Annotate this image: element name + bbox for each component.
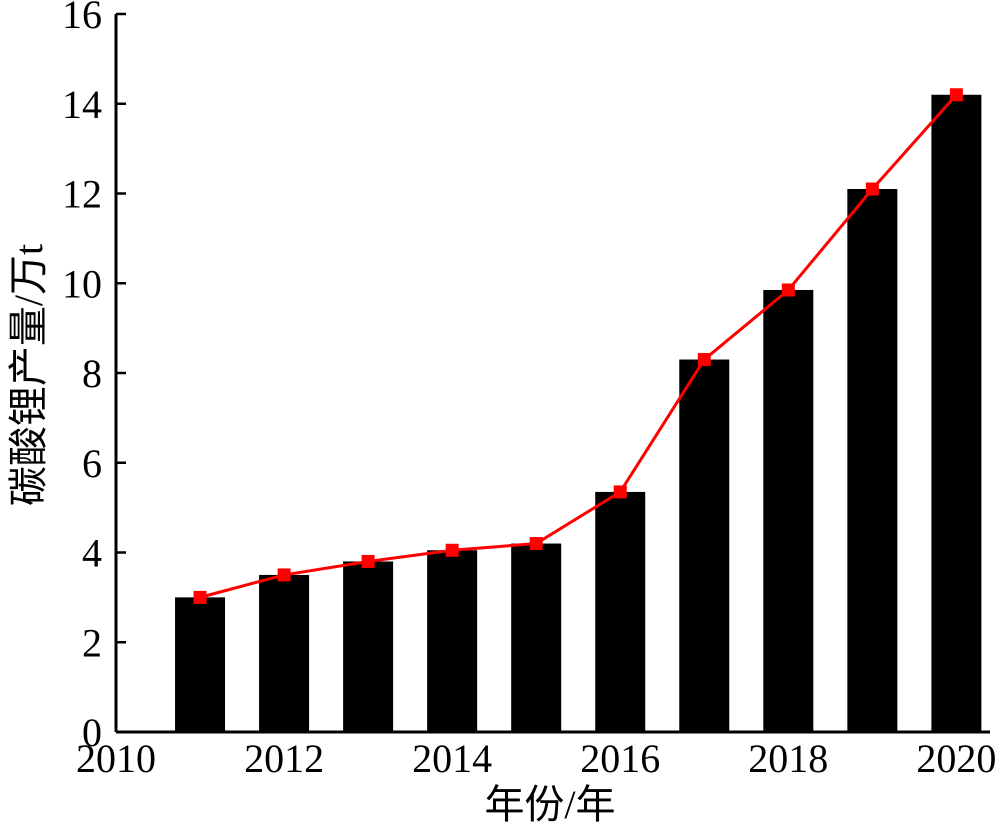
x-tick-label: 2016: [580, 736, 660, 781]
y-tick-labels: 0 2 4 6 8 10 12 14 16: [62, 0, 102, 755]
line-point-2019: [865, 182, 879, 196]
line-point-2017: [697, 353, 711, 367]
x-tick-labels: 2010 2012 2014 2016 2018 2020: [76, 736, 996, 781]
x-tick-label: 2012: [244, 736, 324, 781]
y-tick-label: 10: [62, 261, 102, 306]
x-tick-label: 2010: [76, 736, 156, 781]
y-tick-label: 0: [82, 710, 102, 755]
x-tick-label: 2018: [748, 736, 828, 781]
y-tick-label: 4: [82, 531, 102, 576]
line-point-2015: [529, 537, 543, 551]
axes: [114, 12, 990, 734]
y-tick-label: 14: [62, 82, 102, 127]
line-point-2020: [949, 88, 963, 102]
bar-2015: [511, 543, 562, 732]
x-axis-title: 年份/年: [484, 782, 615, 827]
bar-2013: [343, 561, 394, 732]
bar-2012: [259, 574, 310, 732]
bar-2020: [931, 94, 982, 732]
bar-2016: [595, 491, 646, 732]
y-tick-label: 12: [62, 172, 102, 217]
y-axis-title: 碳酸锂产量/万t: [6, 244, 51, 506]
y-tick-label: 6: [82, 441, 102, 486]
line-series: [193, 88, 963, 604]
line-point-2011: [193, 590, 207, 604]
bar-2014: [427, 550, 478, 732]
bar-series: [175, 94, 982, 732]
line-point-2012: [277, 568, 291, 582]
trend-line: [199, 93, 958, 599]
x-tick-label: 2014: [412, 736, 492, 781]
y-tick-label: 8: [82, 351, 102, 396]
line-point-2018: [781, 283, 795, 297]
bar-2018: [763, 289, 814, 732]
bar-2019: [847, 189, 898, 732]
line-point-2013: [361, 554, 375, 568]
bar-2011: [175, 597, 226, 732]
y-tick-label: 16: [62, 0, 102, 37]
bar-2017: [679, 359, 730, 732]
x-tick-label: 2020: [916, 736, 996, 781]
y-tick-label: 2: [82, 620, 102, 665]
line-point-2014: [445, 543, 459, 557]
line-point-2016: [613, 485, 627, 499]
